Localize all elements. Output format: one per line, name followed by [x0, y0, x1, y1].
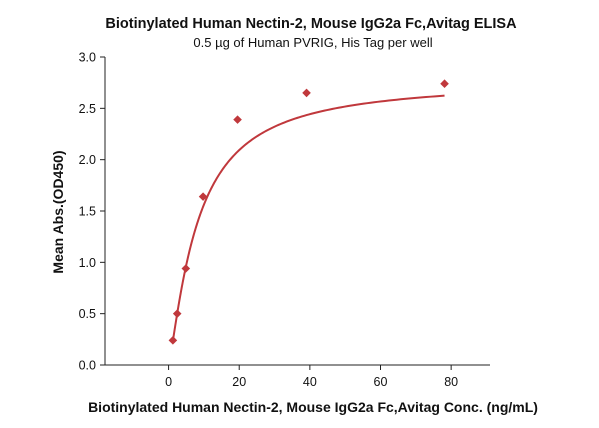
y-tick-label: 3.0 [79, 51, 96, 65]
x-axis-label: Biotinylated Human Nectin-2, Mouse IgG2a… [88, 399, 538, 415]
y-axis-ticks: 0.0 0.5 1.0 1.5 2.0 2.5 3.0 [79, 51, 105, 373]
data-point [172, 309, 182, 318]
y-tick-label: 2.5 [79, 102, 96, 116]
data-point [168, 336, 178, 345]
x-tick-label: 60 [374, 375, 388, 389]
x-tick-label: 40 [303, 375, 317, 389]
y-tick-label: 1.5 [79, 205, 96, 219]
y-tick-label: 2.0 [79, 153, 96, 167]
y-axis-label: Mean Abs.(OD450) [50, 150, 66, 273]
x-tick-label: 20 [232, 375, 246, 389]
data-points [168, 79, 449, 345]
data-point [440, 79, 449, 88]
x-tick-label: 0 [165, 375, 172, 389]
axes [104, 57, 490, 366]
data-point [198, 192, 208, 201]
y-tick-label: 0.0 [79, 359, 96, 373]
x-axis-ticks: 0 20 40 60 80 [165, 365, 458, 389]
data-point [302, 88, 311, 98]
y-tick-label: 1.0 [79, 256, 96, 270]
chart-title: Biotinylated Human Nectin-2, Mouse IgG2a… [105, 16, 517, 32]
data-point [233, 115, 242, 124]
x-tick-label: 80 [444, 375, 458, 389]
fit-curve [171, 94, 445, 342]
data-point [181, 264, 191, 273]
y-tick-label: 0.5 [79, 307, 96, 321]
chart-subtitle: 0.5 µg of Human PVRIG, His Tag per well [193, 35, 432, 50]
